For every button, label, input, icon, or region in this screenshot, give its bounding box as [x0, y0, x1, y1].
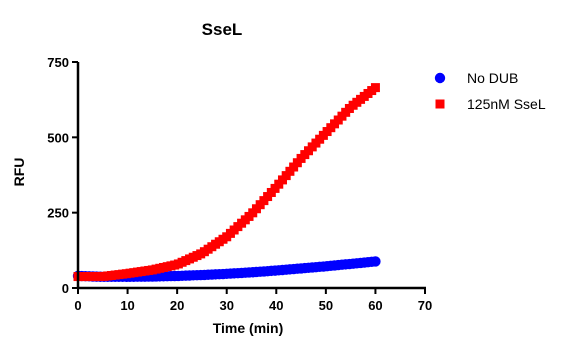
axes-layer: 0 10 20 30 40 50 60 70 0 250 500 750	[47, 55, 432, 313]
series-layer	[72, 83, 381, 283]
x-tick-label-7: 70	[418, 298, 432, 313]
legend: No DUB 125nM SseL	[434, 70, 546, 112]
y-tick-label-0: 0	[62, 281, 69, 296]
y-tick-label-2: 500	[47, 130, 69, 145]
x-tick-label-6: 60	[368, 298, 382, 313]
legend-marker-0	[434, 72, 446, 84]
series-1	[73, 83, 380, 282]
x-tick-label-2: 20	[170, 298, 184, 313]
x-axis-label: Time (min)	[213, 320, 284, 336]
point-1-80	[370, 83, 380, 93]
y-axis-label: RFU	[11, 158, 27, 187]
legend-label-1: 125nM SseL	[467, 96, 546, 112]
point-0-80	[370, 256, 381, 267]
x-tick-label-0: 0	[74, 298, 81, 313]
x-tick-label-3: 30	[219, 298, 233, 313]
legend-marker-1	[435, 99, 445, 109]
x-tick-label-1: 10	[120, 298, 134, 313]
x-tick-label-5: 50	[319, 298, 333, 313]
legend-label-0: No DUB	[467, 70, 518, 86]
y-tick-label-3: 750	[47, 55, 69, 70]
x-tick-label-4: 40	[269, 298, 283, 313]
chart-title: SseL	[202, 20, 243, 39]
y-tick-label-1: 250	[47, 206, 69, 221]
